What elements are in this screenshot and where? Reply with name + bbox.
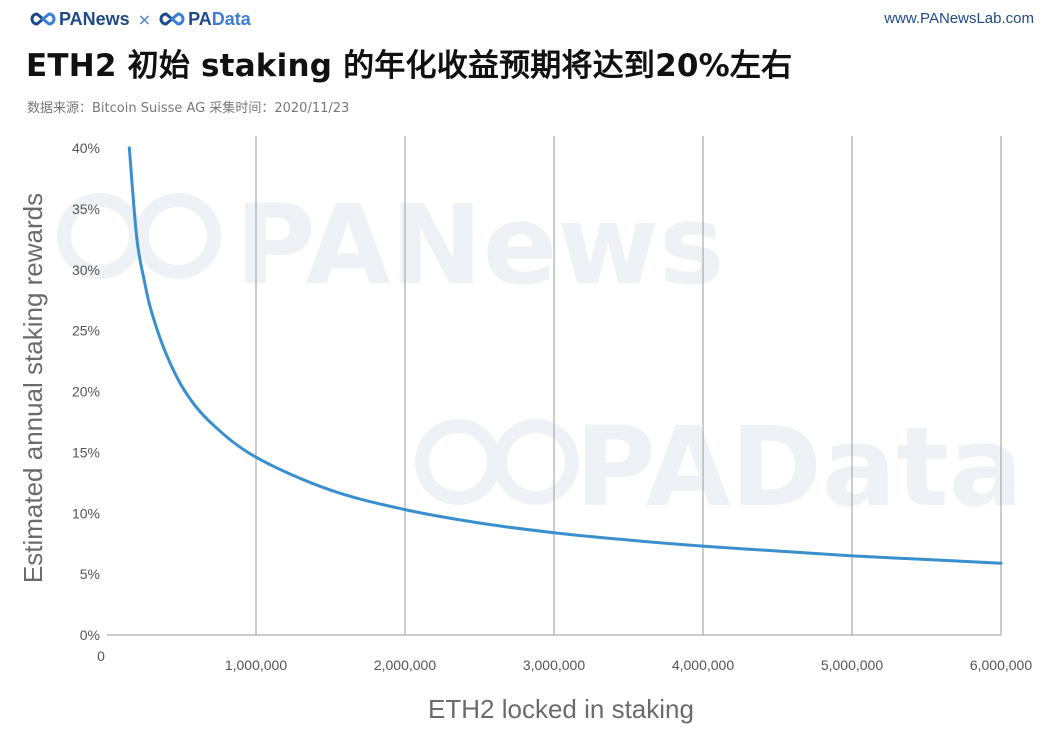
data-point: [403, 508, 407, 512]
x-tick-label: 5,000,000: [821, 657, 883, 673]
brand-bar: PANews × PA Data: [30, 8, 251, 30]
y-tick-label: 20%: [72, 384, 100, 400]
y-tick-labels: 0% 5% 10% 15% 20% 25% 30% 35% 40%: [72, 140, 100, 643]
watermark-padata-logo-icon: [415, 419, 579, 505]
data-point: [329, 488, 332, 492]
site-url: www.PANewsLab.com: [884, 10, 1034, 27]
data-point: [165, 353, 169, 357]
data-point: [142, 279, 146, 283]
data-point: [627, 538, 630, 542]
y-tick-label: 0%: [80, 627, 100, 643]
data-point: [478, 521, 481, 525]
data-point: [209, 421, 213, 425]
data-point: [127, 146, 131, 150]
y-tick-label: 35%: [72, 201, 100, 217]
source-line: 数据来源：Bitcoin Suisse AG 采集时间：2020/11/23: [27, 101, 350, 116]
x-tick-label: 3,000,000: [523, 657, 585, 673]
brand-left-label: PANews: [59, 8, 130, 29]
x-tick-label: 1,000,000: [225, 657, 287, 673]
data-point: [183, 390, 187, 393]
x-axis-label: ETH2 locked in staking: [428, 694, 694, 724]
x-tick-label: 0: [97, 648, 105, 664]
brand-separator: ×: [137, 9, 152, 29]
data-point: [999, 561, 1003, 565]
watermark-padata: PAData: [415, 403, 1023, 531]
panews-logo-icon: [30, 12, 56, 26]
y-tick-label: 15%: [72, 444, 100, 460]
data-points: [127, 146, 1003, 565]
data-point: [701, 544, 705, 548]
y-tick-label: 5%: [80, 566, 100, 582]
brand-right-label-b: Data: [211, 8, 251, 29]
x-tick-label: 6,000,000: [970, 657, 1032, 673]
y-axis-label: Estimated annual staking rewards: [18, 193, 48, 583]
data-point: [850, 554, 854, 558]
data-point: [925, 558, 928, 562]
brand-right-label-a: PA: [188, 8, 212, 29]
y-tick-label: 40%: [72, 140, 100, 156]
y-tick-label: 10%: [72, 505, 100, 521]
page-title: ETH2 初始 staking 的年化收益预期将达到20%左右: [26, 48, 793, 84]
y-tick-label: 30%: [72, 262, 100, 278]
data-point: [552, 531, 556, 535]
data-point: [150, 310, 154, 314]
data-point: [254, 455, 258, 459]
data-point: [135, 236, 139, 240]
watermark-padata-text: PAData: [575, 403, 1023, 531]
padata-logo-icon: [159, 12, 185, 26]
grid-lines: [255, 136, 1002, 635]
y-tick-label: 25%: [72, 323, 100, 339]
padata-brand: PA Data: [159, 9, 251, 30]
x-tick-label: 4,000,000: [672, 657, 734, 673]
x-tick-label: 2,000,000: [374, 657, 436, 673]
series-line: [127, 146, 1003, 565]
data-point: [776, 549, 779, 553]
watermark-panews-text: PANews: [235, 181, 724, 309]
watermark-panews: PANews: [57, 181, 724, 309]
panews-brand: PANews: [30, 9, 130, 30]
x-tick-labels: 0 1,000,000 2,000,000 3,000,000 4,000,000 5,0…: [97, 648, 1032, 673]
